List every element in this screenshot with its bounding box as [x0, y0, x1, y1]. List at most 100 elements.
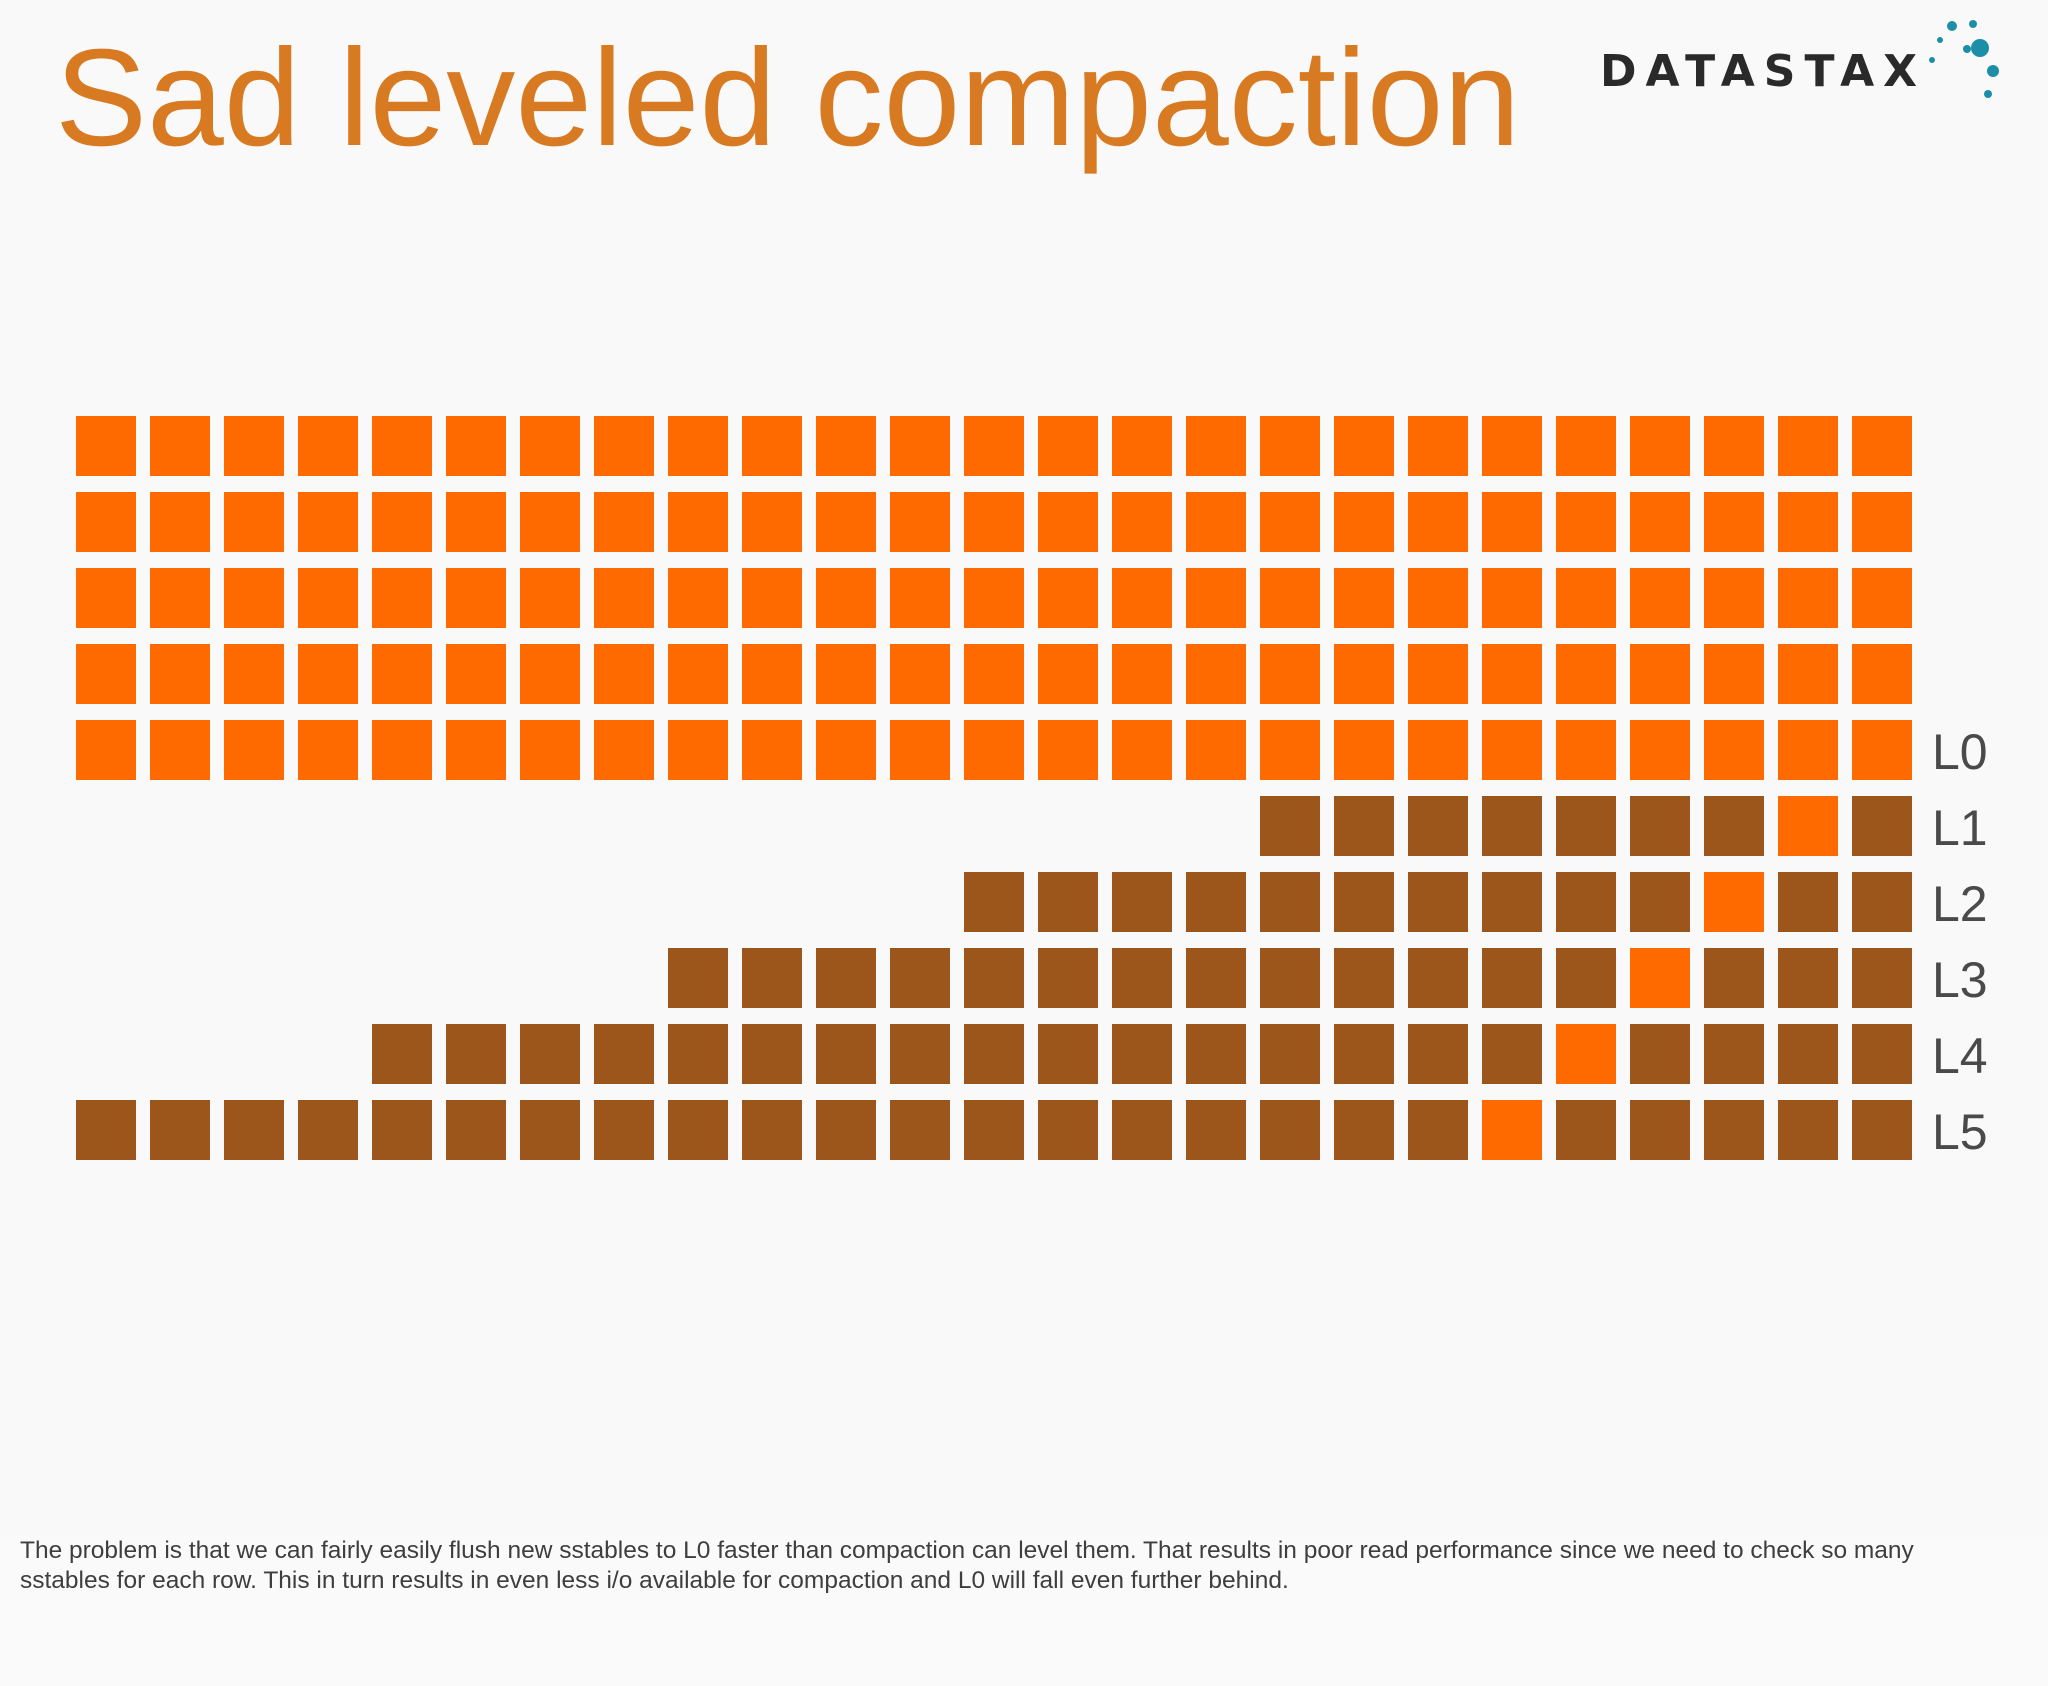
- sstable-l5: [76, 1100, 136, 1160]
- sstable-l0: [1038, 568, 1098, 628]
- sstable-l0: [890, 492, 950, 552]
- sstable-l0: [520, 644, 580, 704]
- sstable-l0: [816, 416, 876, 476]
- sstable-l0: [520, 720, 580, 780]
- sstable-l1: [1334, 796, 1394, 856]
- sstable-l1: [1556, 796, 1616, 856]
- sstable-l5: [1704, 1100, 1764, 1160]
- sstable-l0: [298, 720, 358, 780]
- sstable-l0: [890, 416, 950, 476]
- sstable-l5: [446, 1100, 506, 1160]
- sstable-l0: [1852, 644, 1912, 704]
- sstable-l1: [1408, 796, 1468, 856]
- sstable-l0: [372, 568, 432, 628]
- sstable-l0: [372, 644, 432, 704]
- sstable-l0: [594, 416, 654, 476]
- level-label-l5: L5: [1932, 1104, 1988, 1160]
- sstable-l4: [742, 1024, 802, 1084]
- sstable-l0: [520, 416, 580, 476]
- sstable-l0: [1556, 568, 1616, 628]
- sstable-l3: [1334, 948, 1394, 1008]
- sstable-l2: [1186, 872, 1246, 932]
- sstable-l5: [1186, 1100, 1246, 1160]
- sstable-l4: [668, 1024, 728, 1084]
- sstable-l0: [1112, 492, 1172, 552]
- sstable-l0: [1482, 644, 1542, 704]
- sstable-l5: [298, 1100, 358, 1160]
- sstable-l5: [668, 1100, 728, 1160]
- sstable-l0: [1852, 568, 1912, 628]
- sstable-l2: [964, 872, 1024, 932]
- sstable-l0: [668, 644, 728, 704]
- sstable-l5: [964, 1100, 1024, 1160]
- sstable-l0: [1334, 568, 1394, 628]
- sstable-l3: [1112, 948, 1172, 1008]
- sstable-l5: [742, 1100, 802, 1160]
- sstable-l0: [742, 720, 802, 780]
- sstable-l0: [520, 568, 580, 628]
- sstable-l0: [1408, 568, 1468, 628]
- sstable-l0: [816, 644, 876, 704]
- sstable-level-diagram: L0 L1 L2 L3 L4 L5: [76, 416, 1988, 1160]
- sstable-l5: [1778, 1100, 1838, 1160]
- sstable-l0: [1704, 568, 1764, 628]
- sstable-l0: [76, 568, 136, 628]
- sstable-l5: [520, 1100, 580, 1160]
- level-label-l1: L1: [1932, 800, 1988, 856]
- sstable-l0: [1630, 492, 1690, 552]
- sstable-l0: [372, 492, 432, 552]
- sstable-l0: [150, 568, 210, 628]
- sstable-l5: [1260, 1100, 1320, 1160]
- sstable-l0: [890, 568, 950, 628]
- sstable-l0: [742, 492, 802, 552]
- sstable-l0: [668, 492, 728, 552]
- sstable-l5: [150, 1100, 210, 1160]
- sstable-l0: [1334, 492, 1394, 552]
- sstable-l0: [1482, 416, 1542, 476]
- sstable-l0: [742, 416, 802, 476]
- sstable-l4: [446, 1024, 506, 1084]
- sstable-l2: [1334, 872, 1394, 932]
- sstable-l0: [1704, 416, 1764, 476]
- sstable-l0: [816, 568, 876, 628]
- sstable-l0: [890, 644, 950, 704]
- sstable-l0: [1556, 720, 1616, 780]
- sstable-l0: [1482, 492, 1542, 552]
- sstable-l0: [224, 568, 284, 628]
- sstable-l0: [224, 644, 284, 704]
- sstable-l0: [1630, 644, 1690, 704]
- sstable-l3: [1778, 948, 1838, 1008]
- sstable-l4: [1852, 1024, 1912, 1084]
- sstable-l0: [372, 720, 432, 780]
- sstable-l0: [1408, 720, 1468, 780]
- sstable-l4: [816, 1024, 876, 1084]
- datastax-dots-icon: [1929, 20, 1999, 98]
- sstable-l0: [594, 492, 654, 552]
- sstable-l0: [298, 416, 358, 476]
- sstable-l2: [1778, 872, 1838, 932]
- sstable-l5: [1038, 1100, 1098, 1160]
- sstable-l2: [1482, 872, 1542, 932]
- sstable-l0: [1334, 416, 1394, 476]
- sstable-l5: [224, 1100, 284, 1160]
- sstable-l2: [1112, 872, 1172, 932]
- sstable-l0: [1852, 492, 1912, 552]
- sstable-l3: [816, 948, 876, 1008]
- sstable-l5: [1852, 1100, 1912, 1160]
- sstable-l3: [964, 948, 1024, 1008]
- sstable-l0: [1260, 720, 1320, 780]
- sstable-l5: [1630, 1100, 1690, 1160]
- sstable-l0: [1186, 492, 1246, 552]
- sstable-l0: [1556, 644, 1616, 704]
- sstable-l0: [150, 492, 210, 552]
- sstable-l0: [816, 492, 876, 552]
- sstable-l0: [446, 644, 506, 704]
- sstable-l0: [1260, 644, 1320, 704]
- sstable-l0: [890, 720, 950, 780]
- sstable-l0: [150, 720, 210, 780]
- sstable-l3: [1260, 948, 1320, 1008]
- sstable-l0: [1186, 568, 1246, 628]
- slide: Sad leveled compaction DATASTAX L0 L1 L2 L3…: [55, 20, 1999, 1160]
- sstable-l0: [1408, 492, 1468, 552]
- sstable-l1: [1260, 796, 1320, 856]
